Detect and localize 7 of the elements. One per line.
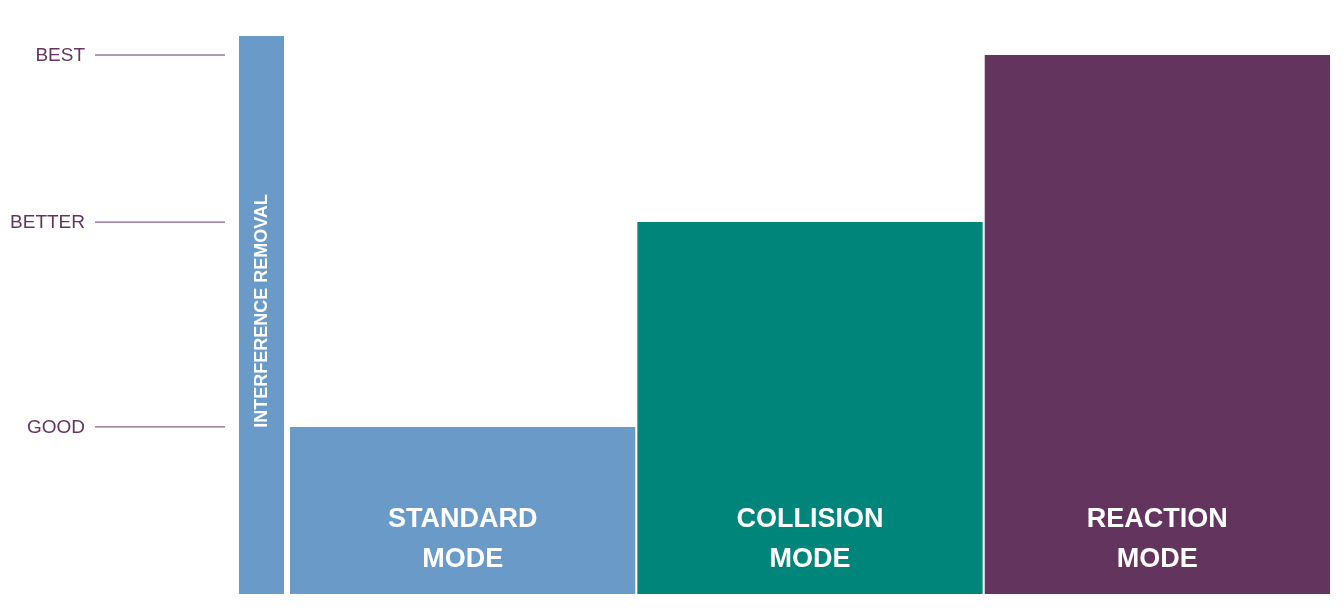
text: BETTER — [10, 211, 85, 233]
text: GOOD — [26, 415, 85, 437]
text: BEST — [35, 44, 86, 65]
x-tick-label: COLLISION MODE — [736, 503, 884, 573]
x-tick-label: STANDARD MODE — [387, 503, 538, 573]
x-tick-label: REACTION MODE — [1086, 503, 1228, 573]
y-axis-title: INTERFERENCE REMOVAL — [251, 194, 271, 428]
